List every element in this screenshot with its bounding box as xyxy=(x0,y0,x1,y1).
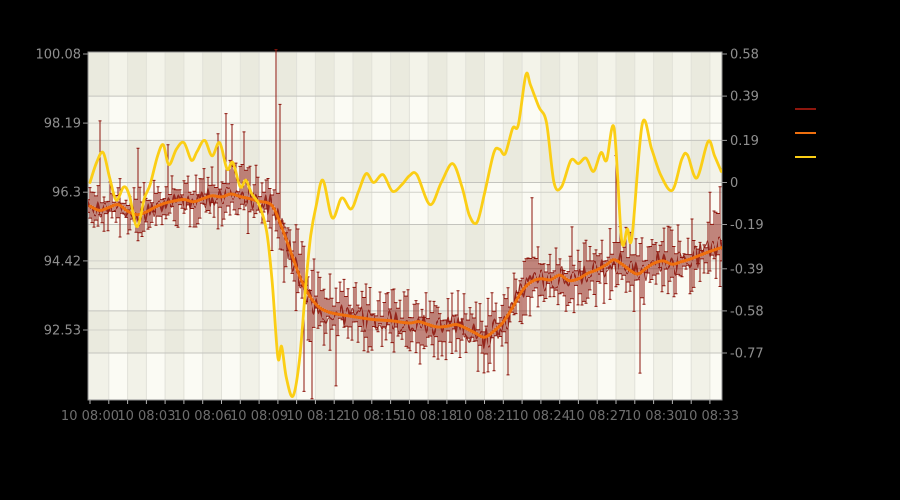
series-minmax-whiskers xyxy=(88,49,722,400)
y-axis-right-labels: 0.58 0.39 0.19 0 -0.19 -0.39 -0.58 -0.77 xyxy=(730,48,764,362)
legend-item-minmax xyxy=(795,105,895,113)
svg-text:98.19: 98.19 xyxy=(44,117,81,132)
y-axis-ticks xyxy=(83,53,727,354)
legend-line-swatch-minmax xyxy=(795,108,816,110)
svg-text:10 08:27: 10 08:27 xyxy=(568,409,626,424)
series-average-line xyxy=(88,192,722,339)
svg-text:0.19: 0.19 xyxy=(730,134,759,149)
chart-legend xyxy=(795,105,895,161)
svg-text:94.42: 94.42 xyxy=(44,254,81,269)
svg-text:100.08: 100.08 xyxy=(36,48,82,63)
y-axis-left-labels: 100.08 98.19 96.3 94.42 92.53 xyxy=(36,48,82,339)
svg-text:10 08:18: 10 08:18 xyxy=(399,409,457,424)
series-secondary-line xyxy=(88,71,722,398)
svg-text:10 08:15: 10 08:15 xyxy=(343,409,401,424)
svg-text:92.53: 92.53 xyxy=(44,324,81,339)
svg-text:0.39: 0.39 xyxy=(730,90,759,105)
svg-text:10 08:24: 10 08:24 xyxy=(512,409,570,424)
legend-line-swatch-secondary xyxy=(795,156,816,158)
x-axis-ticks xyxy=(89,400,711,404)
svg-text:-0.19: -0.19 xyxy=(730,218,764,233)
legend-item-average xyxy=(795,129,895,137)
svg-text:10 08:30: 10 08:30 xyxy=(625,409,683,424)
legend-line-swatch-average xyxy=(795,132,816,134)
svg-text:-0.58: -0.58 xyxy=(730,304,764,319)
plot-border xyxy=(87,51,723,401)
legend-item-secondary xyxy=(795,153,895,161)
svg-text:10 08:03: 10 08:03 xyxy=(117,409,175,424)
svg-text:10 08:00: 10 08:00 xyxy=(61,409,119,424)
svg-text:10 08:12: 10 08:12 xyxy=(286,409,344,424)
svg-text:10 08:21: 10 08:21 xyxy=(455,409,513,424)
svg-text:10 08:09: 10 08:09 xyxy=(230,409,288,424)
svg-text:10 08:06: 10 08:06 xyxy=(174,409,232,424)
svg-text:0: 0 xyxy=(730,176,738,191)
svg-text:-0.39: -0.39 xyxy=(730,262,764,277)
svg-text:0.58: 0.58 xyxy=(730,48,759,63)
svg-text:-0.77: -0.77 xyxy=(730,347,764,362)
svg-text:10 08:33: 10 08:33 xyxy=(681,409,739,424)
svg-text:96.3: 96.3 xyxy=(52,186,81,201)
